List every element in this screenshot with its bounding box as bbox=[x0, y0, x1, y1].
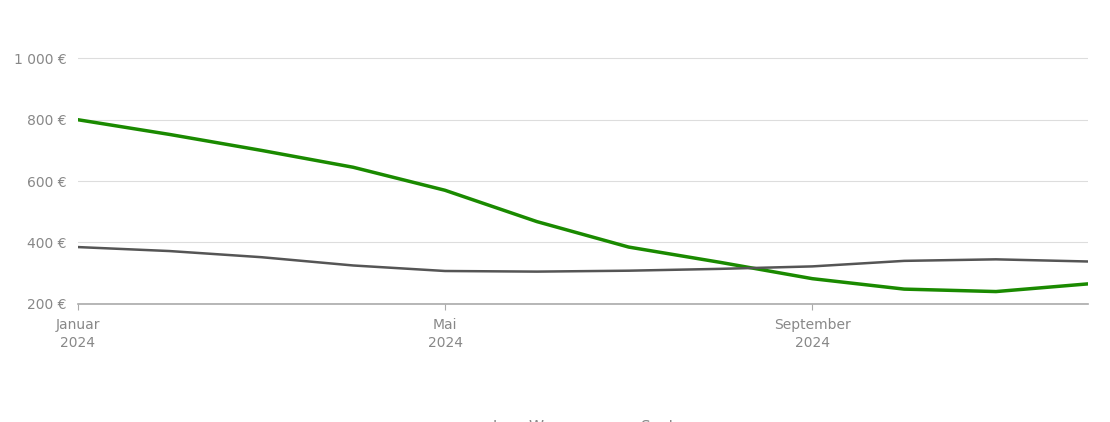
Legend: lose Ware, Sackware: lose Ware, Sackware bbox=[444, 414, 722, 422]
